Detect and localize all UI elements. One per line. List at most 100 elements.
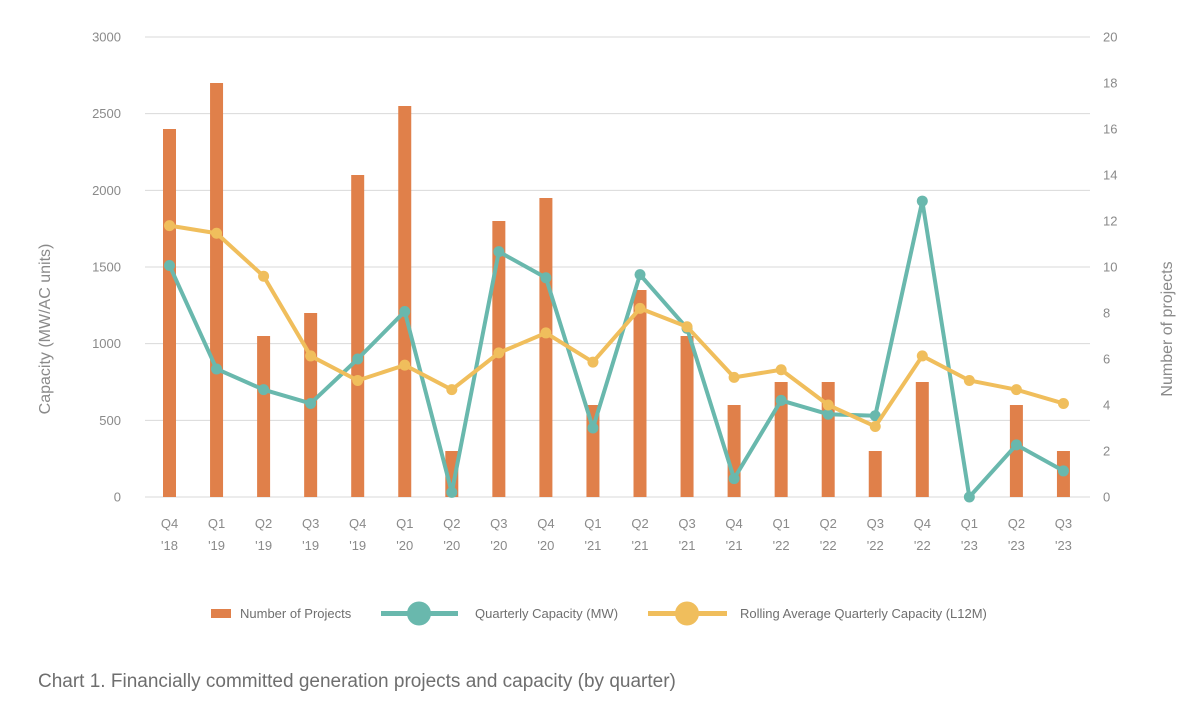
data-point — [681, 321, 693, 333]
data-point — [211, 227, 223, 239]
bar — [539, 198, 553, 497]
left-tick-label: 1500 — [92, 260, 121, 275]
right-tick-label: 18 — [1103, 76, 1117, 91]
data-point — [634, 302, 646, 314]
data-point — [822, 399, 834, 411]
data-point — [822, 408, 834, 420]
x-tick-year: '20 — [396, 538, 413, 553]
x-tick-quarter: Q4 — [349, 516, 366, 531]
right-tick-label: 14 — [1103, 168, 1117, 183]
bar — [492, 221, 506, 497]
bar — [633, 290, 647, 497]
bar-series-number-of-projects — [163, 83, 1070, 497]
data-point — [540, 327, 552, 339]
data-point — [963, 491, 975, 503]
data-point — [446, 486, 458, 498]
data-point — [540, 272, 552, 284]
left-tick-label: 500 — [99, 413, 121, 428]
x-tick-quarter: Q1 — [584, 516, 601, 531]
x-tick-year: '21 — [679, 538, 696, 553]
data-point — [728, 371, 740, 383]
data-point — [916, 350, 928, 362]
left-tick-label: 2000 — [92, 183, 121, 198]
bar — [210, 83, 224, 497]
data-point — [1010, 384, 1022, 396]
right-tick-label: 6 — [1103, 352, 1110, 367]
x-tick-year: '18 — [161, 538, 178, 553]
right-tick-label: 16 — [1103, 122, 1117, 137]
legend-marker-quarterly-capacity — [407, 601, 431, 626]
legend: Number of Projects Quarterly Capacity (M… — [211, 601, 987, 626]
x-tick-quarter: Q2 — [443, 516, 460, 531]
x-tick-year: '20 — [490, 538, 507, 553]
data-point — [493, 246, 505, 258]
right-axis-title: Number of projects — [1159, 261, 1176, 396]
combo-chart: 0 500 1000 1500 2000 2500 3000 0 2 4 6 8 10 12 14 16 18… — [37, 30, 1176, 626]
bar — [163, 129, 176, 497]
x-tick-year: '23 — [1055, 538, 1072, 553]
right-axis-ticks: 0 2 4 6 8 10 12 14 16 18 20 — [1103, 30, 1117, 505]
x-tick-year: '21 — [584, 538, 601, 553]
data-point — [869, 420, 881, 432]
x-tick-quarter: Q3 — [1055, 516, 1072, 531]
legend-marker-rolling-average — [675, 601, 699, 626]
right-tick-label: 2 — [1103, 444, 1110, 459]
x-tick-quarter: Q4 — [725, 516, 742, 531]
x-tick-year: '21 — [726, 538, 743, 553]
data-point — [305, 397, 317, 409]
data-point — [775, 364, 787, 376]
left-tick-label: 0 — [114, 490, 121, 505]
legend-label-rolling-average: Rolling Average Quarterly Capacity (L12M… — [740, 606, 987, 621]
series-line — [167, 199, 1066, 499]
left-tick-label: 1000 — [92, 336, 121, 351]
x-tick-quarter: Q3 — [678, 516, 695, 531]
data-point — [775, 394, 787, 406]
x-tick-year: '23 — [961, 538, 978, 553]
data-point — [164, 220, 175, 232]
line-series-rolling-average — [164, 220, 1069, 432]
legend-label-quarterly-capacity: Quarterly Capacity (MW) — [475, 606, 618, 621]
data-point — [164, 259, 175, 271]
series-line — [167, 223, 1066, 429]
x-tick-quarter: Q2 — [631, 516, 648, 531]
data-point — [1010, 439, 1022, 451]
x-tick-year: '19 — [255, 538, 272, 553]
x-tick-quarter: Q1 — [208, 516, 225, 531]
x-tick-quarter: Q3 — [490, 516, 507, 531]
right-tick-label: 4 — [1103, 398, 1110, 413]
data-point — [211, 363, 223, 375]
bar — [915, 382, 929, 497]
data-point — [1057, 397, 1069, 409]
chart-caption: Chart 1. Financially committed generatio… — [38, 671, 676, 692]
data-point — [493, 347, 505, 359]
right-tick-label: 10 — [1103, 260, 1117, 275]
bar — [398, 106, 412, 497]
data-point — [587, 422, 599, 434]
x-tick-quarter: Q2 — [1008, 516, 1025, 531]
data-point — [963, 374, 975, 386]
x-tick-year: '19 — [349, 538, 366, 553]
x-tick-quarter: Q4 — [914, 516, 931, 531]
left-axis-ticks: 0 500 1000 1500 2000 2500 3000 — [92, 30, 121, 505]
line-series-quarterly-capacity — [164, 195, 1069, 503]
data-point — [352, 374, 364, 386]
left-tick-label: 2500 — [92, 106, 121, 121]
x-tick-quarter: Q4 — [161, 516, 178, 531]
data-point — [305, 350, 317, 362]
right-tick-label: 8 — [1103, 306, 1110, 321]
x-tick-year: '22 — [820, 538, 837, 553]
x-tick-year: '21 — [632, 538, 649, 553]
bar — [774, 382, 788, 497]
data-point — [399, 305, 411, 317]
data-point — [916, 195, 928, 207]
bar — [680, 336, 694, 497]
x-tick-quarter: Q1 — [961, 516, 978, 531]
x-tick-quarter: Q3 — [302, 516, 319, 531]
legend-label-number-of-projects: Number of Projects — [240, 606, 352, 621]
x-tick-year: '20 — [443, 538, 460, 553]
bar — [868, 451, 882, 497]
bar — [351, 175, 365, 497]
x-tick-year: '19 — [208, 538, 225, 553]
data-point — [869, 410, 881, 422]
right-tick-label: 12 — [1103, 214, 1117, 229]
